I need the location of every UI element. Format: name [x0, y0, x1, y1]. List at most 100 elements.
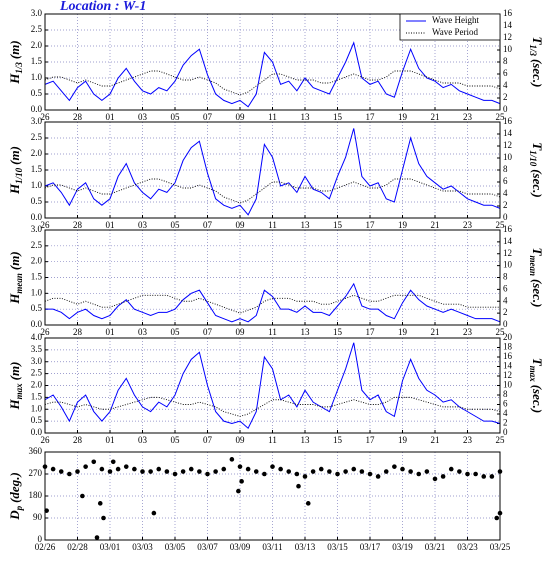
x-tick-label: 07: [203, 112, 213, 122]
axis-label-unit: (deg.): [7, 472, 22, 503]
axis-label-main: H: [7, 73, 22, 85]
scatter-point: [58, 469, 64, 474]
x-tick-label: 21: [431, 435, 440, 445]
y2-tick-label: 8: [503, 56, 508, 66]
scatter-point: [123, 464, 129, 469]
scatter-point: [473, 471, 478, 477]
axis-label-sub: max: [528, 366, 538, 383]
series-line: [44, 178, 501, 204]
y2-tick-label: 12: [503, 140, 512, 150]
x-tick-label: 11: [268, 112, 277, 122]
axis-label-sub: mean: [14, 273, 24, 294]
scatter-point: [180, 469, 186, 474]
x-tick-label: 19: [398, 220, 408, 230]
y-tick-label: 90: [33, 512, 43, 522]
y2-tick-label: 0: [503, 212, 508, 222]
x-tick-label: 07: [203, 435, 213, 445]
x-tick-label: 11: [268, 327, 277, 337]
scatter-point: [294, 471, 300, 477]
axis-label: T1/3 (sec.): [528, 37, 545, 88]
axis-label-main: T: [530, 37, 545, 46]
x-tick-label: 03/13: [295, 542, 316, 552]
x-tick-label: 03/17: [360, 542, 381, 552]
x-tick-label: 17: [366, 112, 376, 122]
x-tick-label: 23: [463, 112, 473, 122]
scatter-point: [367, 471, 373, 477]
scatter-point: [245, 466, 251, 472]
axis-label-main: D: [7, 510, 22, 521]
x-tick-label: 11: [268, 220, 277, 230]
axis-label-sub: 1/10: [528, 150, 538, 167]
axis-label-main: H: [7, 293, 22, 305]
scatter-point: [262, 471, 267, 477]
scatter-point: [80, 493, 85, 499]
y-tick-label: 0.5: [31, 415, 43, 425]
scatter-point: [140, 469, 145, 474]
scatter-point: [115, 466, 121, 472]
scatter-point: [75, 469, 80, 474]
x-tick-label: 13: [301, 112, 311, 122]
scatter-point: [302, 474, 308, 479]
y-tick-label: 2.0: [31, 40, 43, 50]
x-tick-label: 03/07: [197, 542, 218, 552]
y2-tick-label: 14: [503, 20, 513, 30]
scatter-point: [237, 464, 243, 469]
x-tick-label: 09: [236, 112, 246, 122]
scatter-point: [343, 469, 348, 474]
y2-tick-label: 2: [503, 418, 508, 428]
scatter-point: [305, 501, 311, 506]
scatter-point: [164, 469, 170, 474]
axis-label-unit: (m): [7, 40, 22, 59]
axis-label-unit: (m): [7, 146, 22, 165]
y2-tick-label: 4: [503, 295, 508, 305]
y-tick-label: 2.5: [31, 368, 43, 378]
y-tick-label: 3.0: [31, 8, 43, 18]
scatter-point: [197, 469, 202, 474]
scatter-point: [489, 474, 495, 479]
x-tick-label: 15: [333, 327, 343, 337]
y2-tick-label: 8: [503, 389, 508, 399]
axis-label: Dp (deg.): [7, 472, 24, 521]
x-tick-label: 26: [41, 435, 51, 445]
scatter-point: [432, 476, 438, 482]
y2-tick-label: 12: [503, 32, 512, 42]
x-tick-label: 26: [41, 220, 51, 230]
y2-tick-label: 2: [503, 200, 508, 210]
scatter-point: [270, 464, 275, 469]
y2-tick-label: 6: [503, 68, 508, 78]
scatter-point: [286, 469, 292, 474]
scatter-point: [375, 474, 381, 479]
axis-label-sub: p: [14, 505, 24, 511]
y2-tick-label: 6: [503, 283, 508, 293]
y2-tick-label: 6: [503, 399, 508, 409]
y2-tick-label: 18: [503, 342, 513, 352]
scatter-point: [424, 469, 430, 474]
x-tick-label: 05: [171, 220, 181, 230]
scatter-point: [132, 466, 137, 472]
x-tick-label: 26: [41, 112, 51, 122]
axis-label-sub: max: [14, 383, 24, 400]
scatter-point: [296, 483, 301, 489]
scatter-point: [327, 469, 332, 474]
y2-tick-label: 10: [503, 44, 513, 54]
x-tick-label: 19: [398, 327, 408, 337]
x-tick-label: 28: [73, 112, 83, 122]
x-tick-label: 02/26: [35, 542, 56, 552]
x-tick-label: 03/25: [490, 542, 511, 552]
x-tick-label: 03/11: [262, 542, 282, 552]
y-tick-label: 0.0: [31, 319, 43, 329]
axis-label-main: H: [7, 398, 22, 410]
x-tick-label: 03: [138, 112, 148, 122]
scatter-point: [229, 457, 235, 462]
y-tick-label: 3.0: [31, 356, 43, 366]
y2-tick-label: 2: [503, 307, 508, 317]
axis-label-unit: (m): [7, 251, 22, 270]
y2-tick-label: 16: [503, 351, 513, 361]
series-line: [44, 294, 500, 314]
x-tick-label: 03/23: [457, 542, 478, 552]
x-tick-label: 25: [496, 112, 506, 122]
scatter-point: [151, 510, 157, 516]
scatter-point: [94, 535, 100, 540]
x-tick-label: 03/15: [327, 542, 348, 552]
